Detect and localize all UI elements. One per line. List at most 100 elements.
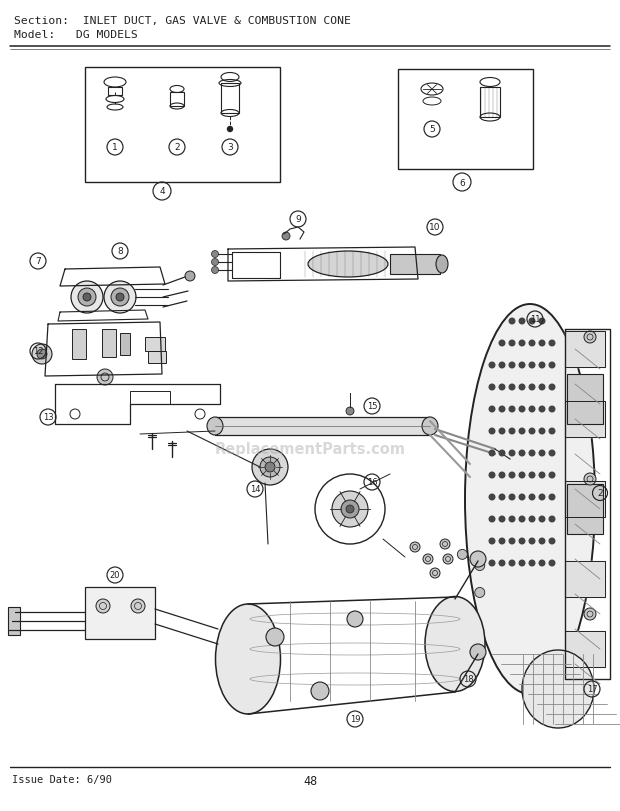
Circle shape	[499, 517, 505, 522]
Text: 19: 19	[350, 714, 360, 723]
Circle shape	[311, 682, 329, 700]
Bar	[108, 88, 122, 96]
Bar	[102, 329, 116, 358]
Circle shape	[539, 560, 545, 566]
Circle shape	[509, 384, 515, 390]
Circle shape	[116, 294, 124, 302]
Circle shape	[519, 539, 525, 544]
Circle shape	[509, 495, 515, 500]
Circle shape	[539, 319, 545, 324]
Text: 10: 10	[429, 223, 441, 232]
Circle shape	[509, 406, 515, 412]
Circle shape	[499, 341, 505, 346]
Circle shape	[282, 233, 290, 241]
Circle shape	[549, 363, 555, 368]
Circle shape	[475, 588, 485, 598]
Text: 9: 9	[295, 215, 301, 224]
Circle shape	[499, 406, 505, 412]
Text: 4: 4	[159, 187, 165, 196]
Circle shape	[346, 407, 354, 415]
Text: 17: 17	[587, 684, 597, 693]
Circle shape	[260, 457, 280, 478]
Circle shape	[346, 505, 354, 513]
Circle shape	[470, 551, 486, 568]
Bar	[567, 375, 603, 424]
Circle shape	[499, 363, 505, 368]
Text: 16: 16	[366, 478, 378, 487]
Circle shape	[71, 281, 103, 314]
Circle shape	[529, 406, 535, 412]
Text: 12: 12	[33, 347, 43, 356]
Ellipse shape	[207, 418, 223, 436]
Circle shape	[519, 319, 525, 324]
Circle shape	[584, 608, 596, 620]
Circle shape	[519, 517, 525, 522]
Polygon shape	[565, 332, 605, 367]
Ellipse shape	[308, 251, 388, 277]
Circle shape	[509, 341, 515, 346]
Circle shape	[489, 363, 495, 368]
Circle shape	[211, 260, 218, 266]
Circle shape	[499, 495, 505, 500]
Circle shape	[509, 451, 515, 457]
Circle shape	[584, 332, 596, 344]
Circle shape	[529, 451, 535, 457]
Circle shape	[341, 500, 359, 518]
Circle shape	[185, 272, 195, 281]
Circle shape	[529, 429, 535, 434]
Circle shape	[539, 363, 545, 368]
Circle shape	[111, 289, 129, 307]
Text: 18: 18	[463, 675, 473, 684]
Circle shape	[78, 289, 96, 307]
Circle shape	[509, 517, 515, 522]
Bar	[85, 587, 155, 639]
Circle shape	[519, 429, 525, 434]
Circle shape	[499, 560, 505, 566]
Circle shape	[539, 539, 545, 544]
Bar	[170, 93, 184, 107]
Text: 6: 6	[459, 178, 465, 187]
Circle shape	[519, 406, 525, 412]
Circle shape	[539, 406, 545, 412]
Circle shape	[519, 495, 525, 500]
Text: 14: 14	[250, 485, 260, 494]
Circle shape	[509, 539, 515, 544]
Text: ReplacementParts.com: ReplacementParts.com	[215, 442, 405, 457]
Text: 2: 2	[174, 144, 180, 152]
Circle shape	[509, 363, 515, 368]
Circle shape	[529, 560, 535, 566]
Text: Issue Date: 6/90: Issue Date: 6/90	[12, 774, 112, 784]
Circle shape	[440, 539, 450, 549]
Bar	[221, 84, 239, 114]
Circle shape	[539, 341, 545, 346]
Circle shape	[332, 491, 368, 527]
Bar	[480, 88, 500, 118]
Bar	[398, 70, 533, 169]
Bar	[145, 337, 165, 351]
Circle shape	[529, 363, 535, 368]
Ellipse shape	[436, 255, 448, 273]
Circle shape	[443, 554, 453, 564]
Text: 20: 20	[110, 571, 120, 580]
Text: 8: 8	[117, 247, 123, 256]
Ellipse shape	[465, 305, 595, 694]
Circle shape	[529, 473, 535, 478]
Circle shape	[519, 560, 525, 566]
Circle shape	[529, 341, 535, 346]
Text: 7: 7	[35, 257, 41, 266]
Bar	[85, 68, 280, 182]
Circle shape	[265, 462, 275, 473]
Text: 1: 1	[112, 144, 118, 152]
Circle shape	[539, 451, 545, 457]
Circle shape	[475, 561, 485, 571]
Circle shape	[266, 629, 284, 646]
Circle shape	[519, 384, 525, 390]
Circle shape	[529, 384, 535, 390]
Circle shape	[529, 319, 535, 324]
Circle shape	[519, 451, 525, 457]
Circle shape	[549, 473, 555, 478]
Circle shape	[519, 341, 525, 346]
Circle shape	[131, 599, 145, 613]
Polygon shape	[565, 631, 605, 667]
Text: Model:   DG MODELS: Model: DG MODELS	[14, 30, 138, 40]
